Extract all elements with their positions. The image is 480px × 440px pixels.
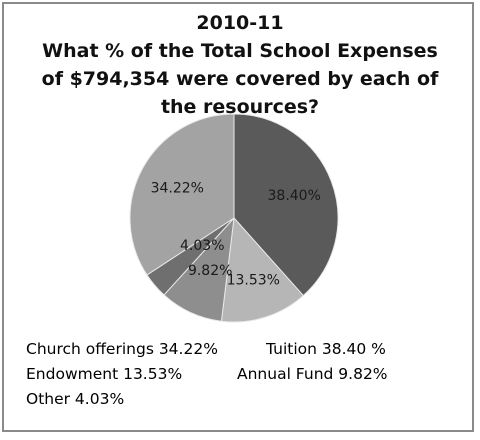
pie-slice-0	[233, 113, 339, 297]
slice-label-0: 38.40%	[268, 188, 321, 204]
slice-label-4: 34.22%	[151, 180, 204, 196]
pie-slice-1	[220, 216, 304, 323]
slice-label-1: 13.53%	[227, 273, 280, 289]
legend-church-offerings: Church offerings 34.22%	[26, 340, 218, 358]
pie-slice-4	[129, 113, 235, 276]
legend-other: Other 4.03%	[26, 390, 125, 408]
chart-title-line-4: the resources?	[160, 96, 320, 118]
slice-label-2: 9.82%	[188, 263, 232, 279]
legend-tuition: Tuition 38.40 %	[266, 340, 386, 358]
chart-title-line-3: of $794,354 were covered by each of	[41, 68, 439, 90]
legend-endowment: Endowment 13.53%	[26, 365, 183, 383]
chart-title-line-2: What % of the Total School Expenses	[42, 40, 438, 62]
legend-annual-fund: Annual Fund 9.82%	[237, 365, 388, 383]
pie-chart: 38.40% 13.53%9.82% 4.03% 34.22%	[129, 113, 339, 323]
chart-frame: 38.40% 13.53% 9.82% 4.03% 34.22% 2010-11 Wha…	[2, 2, 474, 432]
chart-title-line-1: 2010-11	[196, 12, 284, 34]
slice-label-3: 4.03%	[180, 238, 224, 254]
